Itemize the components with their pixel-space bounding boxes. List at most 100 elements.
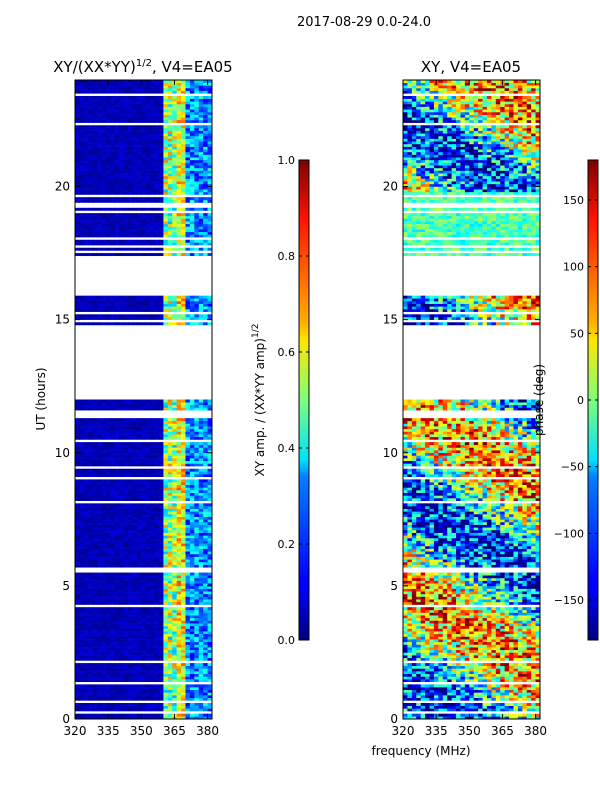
heatmap-cell [79,705,85,709]
heatmap-cell [203,138,208,142]
heatmap-cell [75,109,80,113]
heatmap-cell [97,418,102,422]
heatmap-cell [189,551,195,555]
heatmap-cell [194,418,200,422]
heatmap-cell [110,444,116,448]
heatmap-cell [114,402,120,406]
heatmap-cell [114,229,120,233]
heatmap-cell [123,561,129,565]
heatmap-cell [158,183,164,187]
heatmap-cell [119,183,125,187]
heatmap-cell [119,506,125,509]
heatmap-cell [145,524,151,528]
heatmap-cell [176,484,182,488]
heatmap-cell [123,143,129,147]
heatmap-cell [75,641,80,645]
heatmap-cell [92,450,98,454]
heatmap-cell [167,671,173,675]
heatmap-cell [83,639,89,643]
heatmap-cell [123,428,129,432]
heatmap-cell [132,716,138,719]
heatmap-cell [185,226,191,230]
heatmap-cell [150,516,155,520]
heatmap-cell [163,612,169,616]
heatmap-cell [154,207,160,211]
heatmap-cell [97,175,102,179]
heatmap-cell [194,431,200,435]
heatmap-cell [92,114,98,118]
heatmap-cell [83,655,89,659]
heatmap-cell [198,679,204,683]
heatmap-cell [79,644,85,648]
heatmap-cell [145,644,151,648]
heatmap-cell [172,572,178,576]
heatmap-cell [79,524,85,528]
heatmap-cell [88,111,94,115]
heatmap-cell [163,450,169,454]
heatmap-cell [123,175,129,179]
heatmap-cell [181,503,186,507]
heatmap-cell [163,628,169,632]
heatmap-cell [185,490,191,493]
heatmap-cell [154,519,160,523]
heatmap-cell [136,133,142,137]
heatmap-cell [207,253,212,257]
heatmap-cell [123,588,129,592]
heatmap-cell [185,471,191,475]
heatmap-cell [136,657,142,661]
heatmap-cell [88,623,94,627]
heatmap-cell [189,223,195,227]
heatmap-cell [136,127,142,131]
heatmap-cell [145,535,151,539]
heatmap-cell [198,545,204,549]
heatmap-cell [88,647,94,651]
heatmap-cell [119,607,125,611]
heatmap-cell [154,479,160,483]
heatmap-cell [172,492,178,496]
heatmap-cell [114,207,120,211]
heatmap-cell [194,516,200,520]
heatmap-cell [172,146,178,150]
heatmap-cell [145,601,151,605]
heatmap-cell [88,628,94,632]
heatmap-cell [203,695,208,698]
heatmap-cell [141,551,147,555]
heatmap-cell [158,402,164,406]
heatmap-cell [92,673,98,677]
heatmap-cell [114,519,120,523]
heatmap-cell [172,127,178,131]
heatmap-cell [207,458,212,462]
heatmap-cell [83,599,89,603]
heatmap-cell [203,239,208,243]
heatmap-cell [123,506,129,509]
heatmap-cell [123,572,129,576]
heatmap-cell [189,420,195,424]
heatmap-cell [167,556,173,560]
heatmap-cell [145,247,151,251]
heatmap-cell [75,154,80,158]
heatmap-cell [128,484,133,488]
heatmap-cell [185,561,191,565]
heatmap-cell [141,620,147,624]
heatmap-cell [163,545,169,549]
heatmap-cell [185,197,191,201]
heatmap-cell [150,482,155,485]
heatmap-cell [75,575,80,579]
heatmap-cell [163,487,169,491]
heatmap-cell [132,545,138,549]
heatmap-cell [92,593,98,597]
heatmap-cell [185,167,191,171]
heatmap-cell [194,652,200,656]
heatmap-cell [114,703,120,706]
heatmap-cell [123,458,129,462]
heatmap-cell [185,455,191,459]
heatmap-cell [158,644,164,648]
heatmap-cell [203,191,208,195]
heatmap-cell [105,628,111,632]
heatmap-cell [132,242,138,246]
heatmap-cell [172,548,178,552]
heatmap-cell [176,652,182,656]
heatmap-cell [163,159,169,163]
heatmap-cell [123,625,129,629]
heatmap-cell [167,119,173,123]
